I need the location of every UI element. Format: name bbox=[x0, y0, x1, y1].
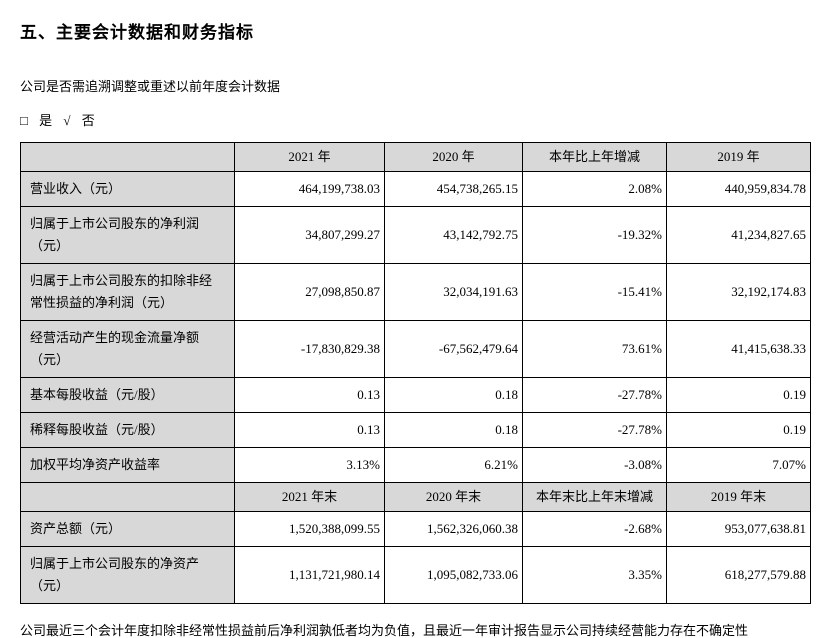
cell-2021: 0.13 bbox=[234, 377, 385, 413]
cell-2019: 953,077,638.81 bbox=[666, 511, 811, 547]
cell-change: 3.35% bbox=[522, 546, 667, 604]
col-header-yoy-change: 本年比上年增减 bbox=[522, 142, 667, 172]
cell-2019: 0.19 bbox=[666, 377, 811, 413]
cell-2019: 7.07% bbox=[666, 447, 811, 483]
cell-2019: 0.19 bbox=[666, 412, 811, 448]
restate-question: 公司是否需追溯调整或重述以前年度会计数据 bbox=[20, 79, 281, 94]
cell-2021: 1,520,388,099.55 bbox=[234, 511, 385, 547]
cell-2020: 0.18 bbox=[384, 412, 523, 448]
row-label: 资产总额（元） bbox=[20, 511, 235, 547]
table-row-diluted-eps: 稀释每股收益（元/股） 0.13 0.18 -27.78% 0.19 bbox=[20, 412, 811, 448]
cell-2019: 32,192,174.83 bbox=[666, 263, 811, 321]
table-row-revenue: 营业收入（元） 464,199,738.03 454,738,265.15 2.… bbox=[20, 171, 811, 207]
table-row-net-assets: 归属于上市公司股东的净资产（元） 1,131,721,980.14 1,095,… bbox=[20, 546, 811, 604]
table-row-weighted-avg-roe: 加权平均净资产收益率 3.13% 6.21% -3.08% 7.07% bbox=[20, 447, 811, 483]
cell-2020: 454,738,265.15 bbox=[384, 171, 523, 207]
cell-2020: 6.21% bbox=[384, 447, 523, 483]
cell-change: -2.68% bbox=[522, 511, 667, 547]
cell-change: -15.41% bbox=[522, 263, 667, 321]
cell-change: -19.32% bbox=[522, 206, 667, 264]
cell-2021: 34,807,299.27 bbox=[234, 206, 385, 264]
cell-change: -27.78% bbox=[522, 412, 667, 448]
row-label: 归属于上市公司股东的净利润（元） bbox=[20, 206, 235, 264]
option-no-label: 否 bbox=[81, 113, 95, 128]
page-title: 五、主要会计数据和财务指标 bbox=[20, 23, 254, 42]
col-header-blank bbox=[20, 482, 235, 512]
col-header-year-end-change: 本年末比上年末增减 bbox=[522, 482, 667, 512]
cell-2019: 618,277,579.88 bbox=[666, 546, 811, 604]
cell-2021: 27,098,850.87 bbox=[234, 263, 385, 321]
col-header-2019: 2019 年 bbox=[666, 142, 811, 172]
table-row-net-profit-excl-nonrecurring: 归属于上市公司股东的扣除非经常性损益的净利润（元） 27,098,850.87 … bbox=[20, 263, 811, 321]
col-header-2019-end: 2019 年末 bbox=[666, 482, 811, 512]
checkbox-unchecked-icon: □ bbox=[20, 113, 28, 128]
cell-2020: 1,562,326,060.38 bbox=[384, 511, 523, 547]
cell-2020: 0.18 bbox=[384, 377, 523, 413]
cell-change: -3.08% bbox=[522, 447, 667, 483]
table-row-basic-eps: 基本每股收益（元/股） 0.13 0.18 -27.78% 0.19 bbox=[20, 377, 811, 413]
table-row-operating-cash-flow: 经营活动产生的现金流量净额（元） -17,830,829.38 -67,562,… bbox=[20, 320, 811, 378]
table-header-row-year-end: 2021 年末 2020 年末 本年末比上年末增减 2019 年末 bbox=[20, 482, 811, 512]
cell-2021: 1,131,721,980.14 bbox=[234, 546, 385, 604]
cell-2019: 41,234,827.65 bbox=[666, 206, 811, 264]
option-yes-label: 是 bbox=[39, 113, 53, 128]
col-header-2021-end: 2021 年末 bbox=[234, 482, 385, 512]
table-row-net-profit: 归属于上市公司股东的净利润（元） 34,807,299.27 43,142,79… bbox=[20, 206, 811, 264]
col-header-2020: 2020 年 bbox=[384, 142, 523, 172]
cell-2020: 43,142,792.75 bbox=[384, 206, 523, 264]
col-header-blank bbox=[20, 142, 235, 172]
cell-2021: 3.13% bbox=[234, 447, 385, 483]
row-label: 经营活动产生的现金流量净额（元） bbox=[20, 320, 235, 378]
cell-2020: 1,095,082,733.06 bbox=[384, 546, 523, 604]
cell-change: -27.78% bbox=[522, 377, 667, 413]
financial-indicators-table: 2021 年 2020 年 本年比上年增减 2019 年 营业收入（元） 464… bbox=[20, 142, 811, 604]
cell-2021: 0.13 bbox=[234, 412, 385, 448]
cell-2021: -17,830,829.38 bbox=[234, 320, 385, 378]
row-label: 归属于上市公司股东的扣除非经常性损益的净利润（元） bbox=[20, 263, 235, 321]
check-icon: √ bbox=[63, 113, 71, 128]
cell-2019: 41,415,638.33 bbox=[666, 320, 811, 378]
cell-2019: 440,959,834.78 bbox=[666, 171, 811, 207]
going-concern-footnote: 公司最近三个会计年度扣除非经常性损益前后净利润孰低者均为负值，且最近一年审计报告… bbox=[20, 623, 749, 638]
row-label: 营业收入（元） bbox=[20, 171, 235, 207]
col-header-2020-end: 2020 年末 bbox=[384, 482, 523, 512]
cell-2020: -67,562,479.64 bbox=[384, 320, 523, 378]
row-label: 基本每股收益（元/股） bbox=[20, 377, 235, 413]
table-header-row-annual: 2021 年 2020 年 本年比上年增减 2019 年 bbox=[20, 142, 811, 172]
row-label: 加权平均净资产收益率 bbox=[20, 447, 235, 483]
row-label: 稀释每股收益（元/股） bbox=[20, 412, 235, 448]
restate-answer-line: □ 是 √ 否 bbox=[20, 110, 807, 129]
cell-change: 2.08% bbox=[522, 171, 667, 207]
col-header-2021: 2021 年 bbox=[234, 142, 385, 172]
cell-change: 73.61% bbox=[522, 320, 667, 378]
cell-2021: 464,199,738.03 bbox=[234, 171, 385, 207]
row-label: 归属于上市公司股东的净资产（元） bbox=[20, 546, 235, 604]
table-row-total-assets: 资产总额（元） 1,520,388,099.55 1,562,326,060.3… bbox=[20, 511, 811, 547]
cell-2020: 32,034,191.63 bbox=[384, 263, 523, 321]
